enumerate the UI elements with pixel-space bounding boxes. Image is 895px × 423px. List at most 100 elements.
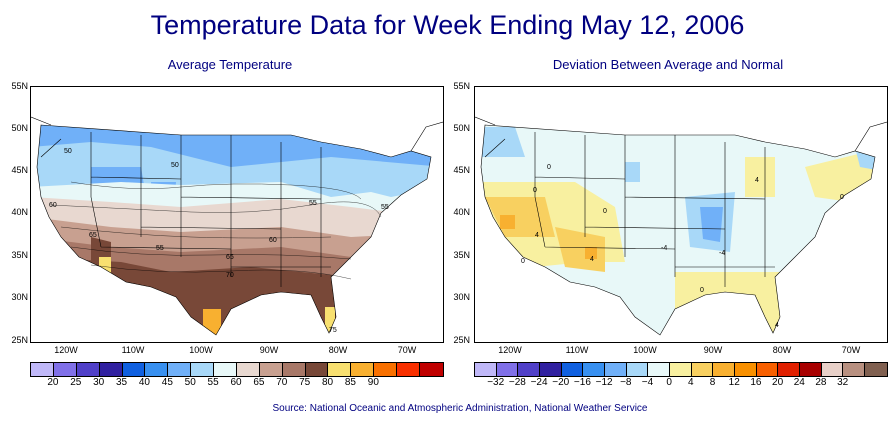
lon-label: 80W [328, 345, 348, 355]
legend-swatch [605, 363, 627, 376]
right-map-subtitle: Deviation Between Average and Normal [552, 57, 784, 72]
legend-swatch [518, 363, 541, 376]
lat-label: 25N [11, 335, 28, 345]
contour-label: 4 [590, 256, 594, 263]
contour-label: 0 [533, 187, 537, 194]
contour-label: 75 [329, 327, 337, 334]
legend-label: 40 [138, 377, 150, 388]
contour-label: -4 [661, 245, 667, 252]
legend-swatch [122, 363, 146, 376]
lat-label: 35N [453, 250, 470, 260]
lon-label: 90W [703, 345, 723, 355]
legend-label: 80 [321, 377, 334, 388]
legend-swatch [475, 363, 497, 376]
legend-label: −4 [641, 377, 654, 388]
lat-label: 50N [11, 123, 28, 133]
lat-label: 45N [11, 165, 28, 175]
legend-label: 85 [344, 377, 356, 388]
right-map-deviation: 0 4 0 4 0 -4 -4 0 4 0 0 4 [474, 86, 888, 343]
legend-label: 24 [793, 377, 805, 388]
legend-label: 32 [837, 377, 849, 388]
legend-label: 55 [207, 377, 219, 388]
legend-swatch [713, 363, 736, 376]
legend-label: 45 [161, 377, 173, 388]
source-credit: Source: National Oceanic and Atmospheric… [272, 403, 648, 414]
contour-label: 4 [775, 322, 779, 329]
lat-label: 40N [11, 207, 28, 217]
left-legend-colorbar [30, 362, 444, 377]
legend-label: 28 [815, 377, 827, 388]
legend-swatch [305, 363, 329, 376]
contour-label: 50 [64, 148, 72, 155]
legend-swatch [53, 363, 77, 376]
lon-label: 70W [841, 345, 861, 355]
legend-swatch [800, 363, 822, 376]
legend-swatch [561, 363, 584, 376]
left-map-subtitle: Average Temperature [167, 57, 293, 72]
legend-swatch [328, 363, 352, 376]
lat-label: 30N [11, 292, 28, 302]
lon-label: 70W [397, 345, 417, 355]
legend-label: 65 [253, 377, 265, 388]
legend-swatch [419, 363, 443, 376]
legend-label: −16 [573, 377, 591, 388]
contour-label: 55 [156, 245, 164, 252]
legend-swatch [735, 363, 757, 376]
lon-label: 110W [121, 345, 145, 355]
legend-swatch [236, 363, 260, 376]
legend-label: 20 [47, 377, 59, 388]
contour-label: 0 [547, 164, 551, 171]
legend-swatch [821, 363, 844, 376]
right-legend-colorbar [474, 362, 888, 377]
contour-label: 0 [700, 287, 704, 294]
legend-swatch [99, 363, 123, 376]
contour-label: 50 [171, 162, 179, 169]
contour-label: 60 [269, 237, 277, 244]
lon-label: 110W [565, 345, 589, 355]
contour-label: 70 [226, 272, 234, 279]
lon-label: 100W [189, 345, 213, 355]
contour-label: 4 [755, 177, 759, 184]
legend-swatch [374, 363, 397, 376]
legend-swatch [76, 363, 100, 376]
legend-label: 16 [750, 377, 762, 388]
legend-swatch [282, 363, 306, 376]
legend-label: 75 [299, 377, 311, 388]
legend-label: 25 [70, 377, 82, 388]
legend-swatch [626, 363, 649, 376]
lon-label: 100W [633, 345, 657, 355]
lon-label: 80W [772, 345, 792, 355]
lat-label: 30N [453, 292, 470, 302]
legend-label: 60 [230, 377, 242, 388]
legend-swatch [191, 363, 214, 376]
legend-swatch [145, 363, 169, 376]
legend-swatch [865, 363, 887, 376]
legend-label: 12 [728, 377, 740, 388]
legend-label: 30 [93, 377, 105, 388]
lon-label: 120W [54, 345, 78, 355]
legend-label: −24 [530, 377, 548, 388]
legend-label: −12 [595, 377, 613, 388]
legend-swatch [496, 363, 519, 376]
lat-label: 55N [11, 81, 28, 91]
legend-swatch [756, 363, 779, 376]
legend-swatch [259, 363, 283, 376]
legend-swatch [168, 363, 192, 376]
legend-label: −20 [552, 377, 570, 388]
left-map-average-temperature: 50 50 60 65 55 65 70 60 55 55 75 [30, 86, 444, 343]
legend-label: 4 [688, 377, 694, 388]
lon-label: 90W [259, 345, 279, 355]
legend-swatch [778, 363, 801, 376]
contour-label: -4 [719, 250, 725, 257]
lat-label: 50N [453, 123, 470, 133]
contour-label: 65 [89, 232, 97, 239]
legend-label: 50 [184, 377, 196, 388]
legend-swatch [214, 363, 237, 376]
contour-label: 0 [521, 258, 525, 265]
lat-label: 55N [453, 81, 470, 91]
lon-label: 120W [498, 345, 522, 355]
legend-swatch [843, 363, 866, 376]
contour-label: 0 [840, 194, 844, 201]
lat-label: 45N [453, 165, 470, 175]
legend-swatch [397, 363, 420, 376]
